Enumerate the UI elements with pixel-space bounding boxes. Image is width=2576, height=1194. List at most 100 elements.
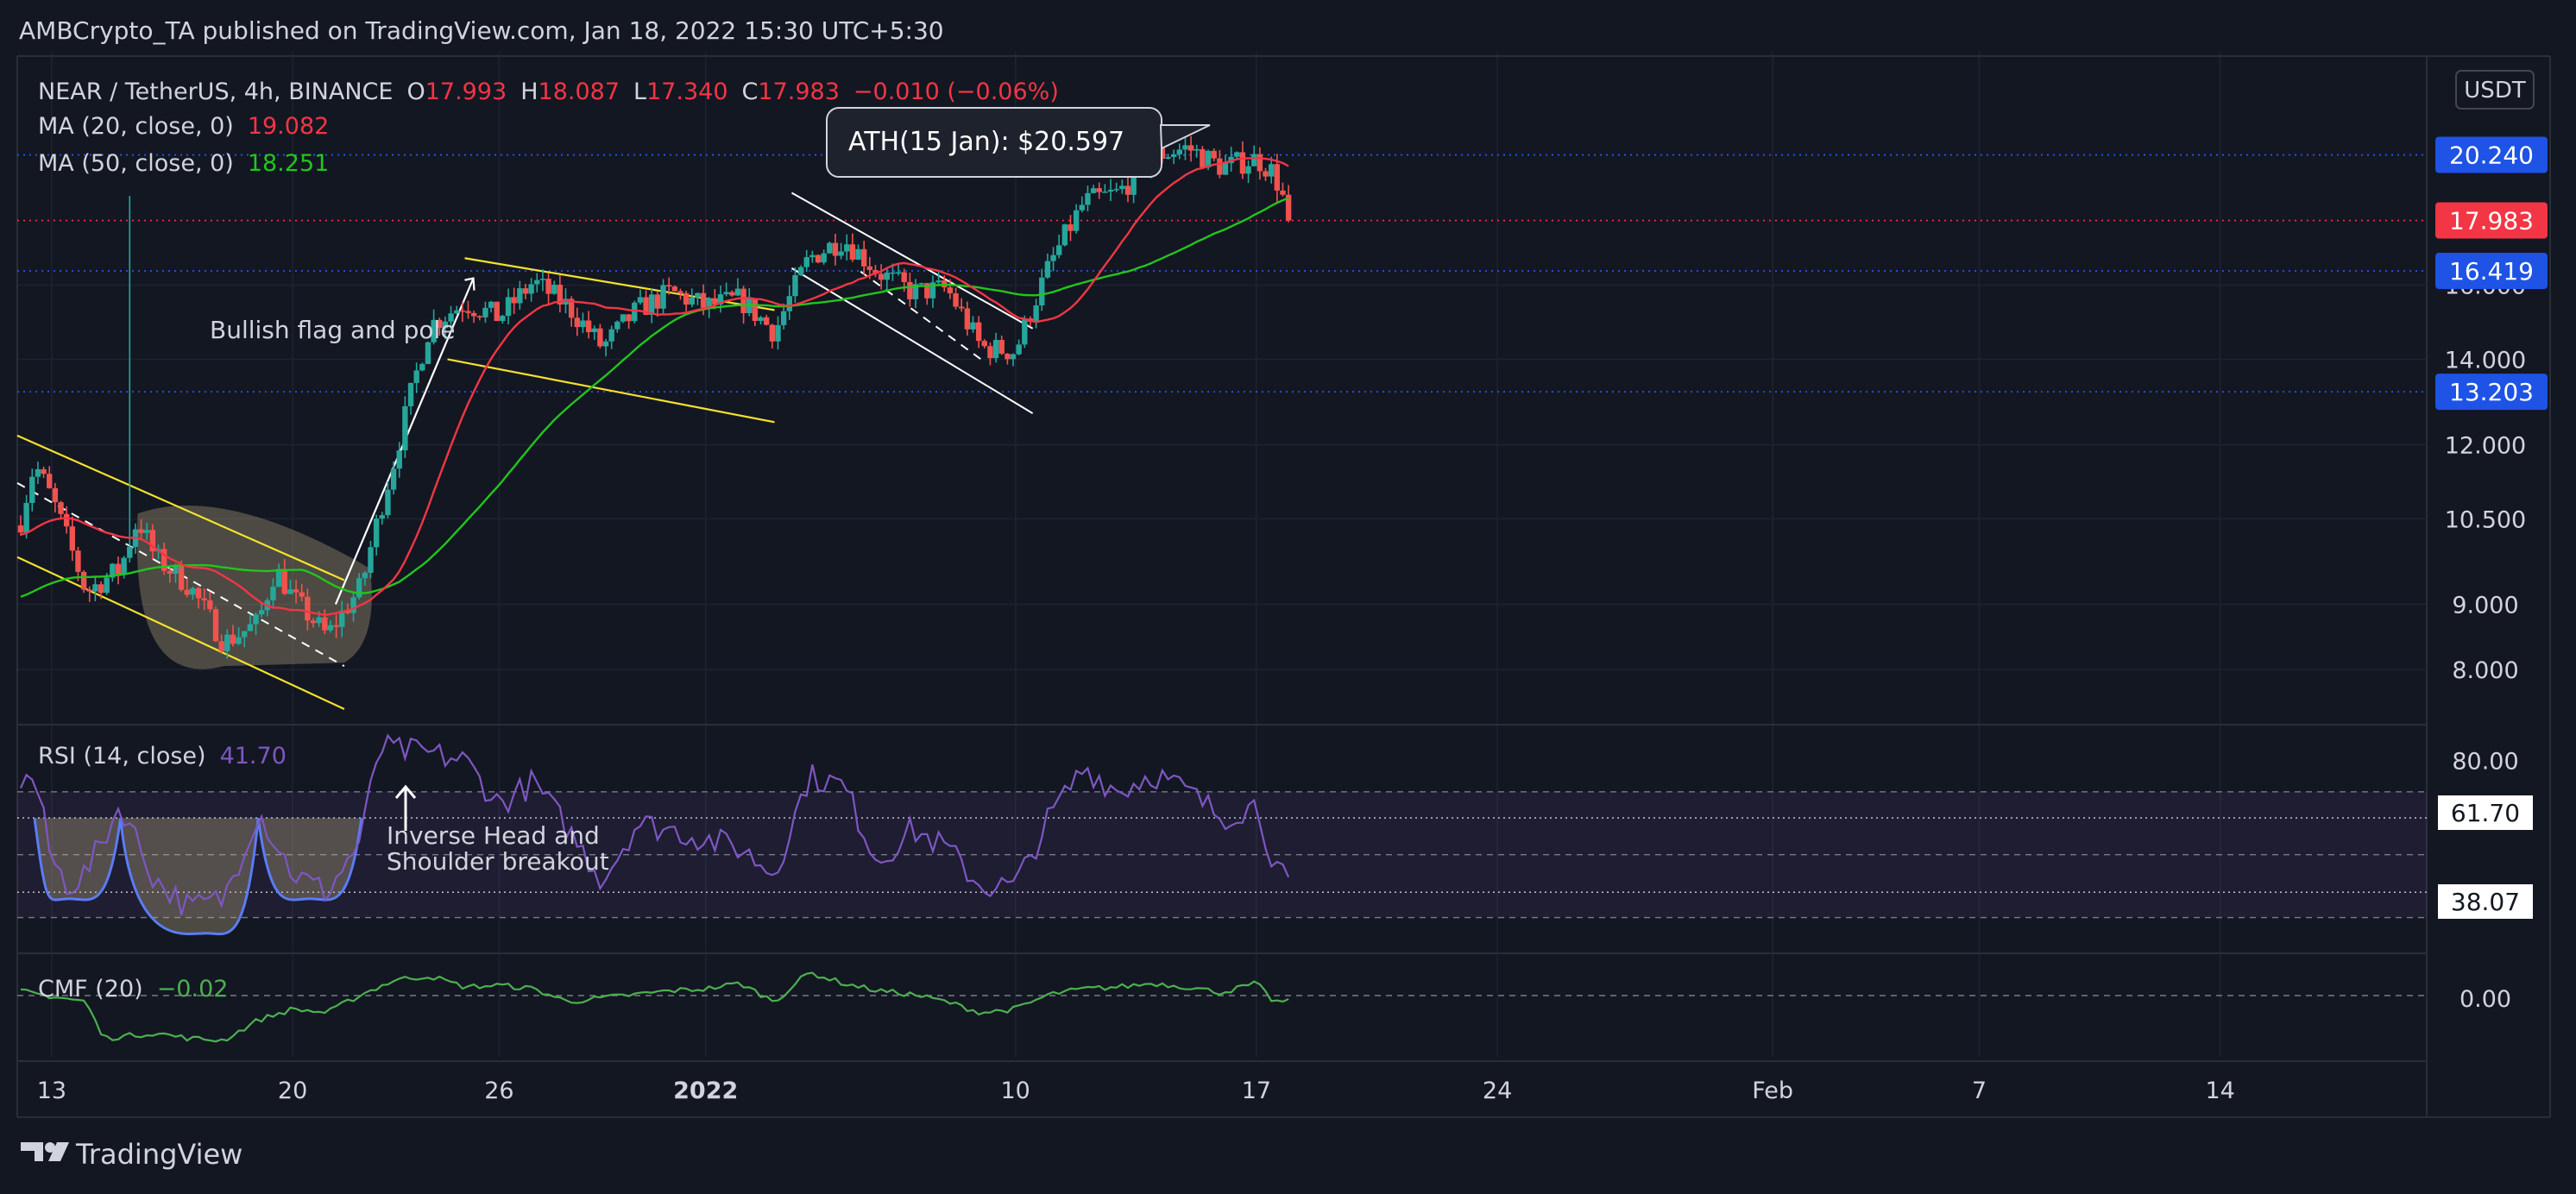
- candle-body: [740, 288, 746, 313]
- candle-body: [637, 297, 644, 303]
- candle-body: [792, 274, 798, 297]
- candle-body: [299, 592, 305, 597]
- candle-body: [41, 468, 47, 474]
- candle-body: [305, 596, 311, 621]
- candle-body: [803, 257, 809, 267]
- candle-body: [258, 610, 265, 615]
- candle-body: [654, 294, 661, 309]
- candle-body: [1068, 224, 1074, 231]
- time-tick-label: 17: [1242, 1078, 1271, 1104]
- candle-body: [517, 288, 523, 304]
- candle-body: [138, 529, 144, 533]
- candle-body: [677, 291, 683, 293]
- candle-body: [287, 589, 293, 594]
- rsi-axis-badges: 61.70 38.07: [2438, 795, 2533, 919]
- candle-body: [86, 589, 92, 592]
- rsi-badge-upper-text: 61.70: [2451, 799, 2520, 827]
- candle-body: [758, 317, 764, 321]
- candle-body: [545, 279, 551, 294]
- candle-body: [236, 637, 242, 644]
- price-badge: [2435, 253, 2548, 290]
- candle-body: [528, 284, 534, 294]
- candle-body: [201, 598, 207, 600]
- candle-body: [1005, 353, 1011, 360]
- candle-body: [482, 307, 488, 317]
- ath-callout-text: ATH(15 Jan): $20.597: [848, 127, 1124, 157]
- candle-body: [333, 625, 339, 627]
- ihs-label-line1[interactable]: Inverse Head and: [387, 821, 600, 850]
- falling-wedge-lower: [16, 556, 345, 710]
- currency-button-frame: [2455, 70, 2535, 110]
- candle-body: [1079, 204, 1085, 211]
- candle-body: [568, 298, 575, 318]
- candle-body: [597, 328, 603, 347]
- candle-body: [275, 569, 282, 588]
- price-badge: [2435, 374, 2548, 411]
- candle-body: [1033, 305, 1039, 322]
- grid: [17, 52, 2427, 1057]
- ihs-label-line2[interactable]: Shoulder breakout: [387, 847, 609, 876]
- symbol-line: NEAR / TetherUS, 4h, BINANCE: [38, 79, 393, 105]
- candle-body: [1217, 158, 1223, 175]
- candle-body: [35, 468, 41, 477]
- candle-body: [838, 251, 844, 256]
- flag-label[interactable]: Bullish flag and pole: [210, 316, 455, 344]
- cmf-line: [20, 971, 1289, 1043]
- candle-body: [310, 620, 317, 624]
- candle-body: [539, 279, 546, 280]
- candle-body: [700, 292, 707, 308]
- candle-body: [127, 546, 133, 558]
- candle-body: [626, 314, 632, 322]
- candle-body: [1061, 224, 1068, 246]
- inverse-head-shoulders-curve: [33, 817, 363, 936]
- candle-body: [356, 578, 362, 598]
- candle-body: [459, 310, 466, 312]
- ma50-legend: MA (50, close, 0) 18.251: [38, 150, 329, 177]
- candle-body: [92, 584, 98, 592]
- rsi-tick-label: 80.00: [2452, 748, 2518, 775]
- candle-body: [912, 284, 919, 299]
- candle-body: [935, 280, 942, 283]
- candle-body: [1165, 156, 1171, 159]
- candle-body: [844, 244, 850, 252]
- candle-body: [901, 272, 907, 282]
- time-tick-label: 20: [278, 1078, 307, 1104]
- ath-callout[interactable]: ATH(15 Jan): $20.597: [826, 107, 1162, 178]
- tradingview-brand: TradingView: [75, 1138, 242, 1171]
- time-tick-label: 2022: [673, 1078, 738, 1104]
- candle-body: [1285, 194, 1292, 221]
- time-tick-label: 24: [1483, 1078, 1512, 1104]
- candle-body: [1090, 188, 1097, 193]
- price-tick-label: 12.000: [2445, 433, 2526, 460]
- ihs-fill-1: [34, 818, 121, 901]
- candle-body: [1102, 192, 1108, 193]
- candle-body: [717, 294, 724, 305]
- channel-upper-line: [790, 192, 1034, 330]
- candle-body: [178, 564, 185, 590]
- candle-body: [1268, 164, 1275, 177]
- candlestick-series: [17, 135, 1292, 659]
- candle-body: [689, 297, 695, 305]
- candle-body: [396, 450, 402, 469]
- candle-body: [1170, 154, 1177, 157]
- time-tick-label: Feb: [1752, 1078, 1793, 1104]
- candle-body: [958, 306, 965, 309]
- price-tick-label: 9.000: [2452, 592, 2518, 619]
- candle-body: [470, 312, 477, 317]
- candle-body: [643, 297, 649, 315]
- candle-body: [1085, 192, 1091, 205]
- candle-body: [75, 550, 81, 572]
- candle-body: [270, 587, 276, 600]
- currency-button[interactable]: USDT: [2455, 70, 2535, 110]
- candle-body: [80, 571, 87, 590]
- candle-body: [970, 322, 976, 330]
- candle-body: [534, 280, 540, 285]
- candle-body: [832, 242, 839, 256]
- candle-body: [895, 272, 902, 274]
- candle-body: [706, 298, 712, 308]
- price-badge-text: 13.203: [2449, 378, 2534, 406]
- candle-body: [585, 320, 592, 332]
- tradingview-logo-icon[interactable]: [21, 1142, 69, 1161]
- rsi-badge-lower: [2438, 884, 2533, 919]
